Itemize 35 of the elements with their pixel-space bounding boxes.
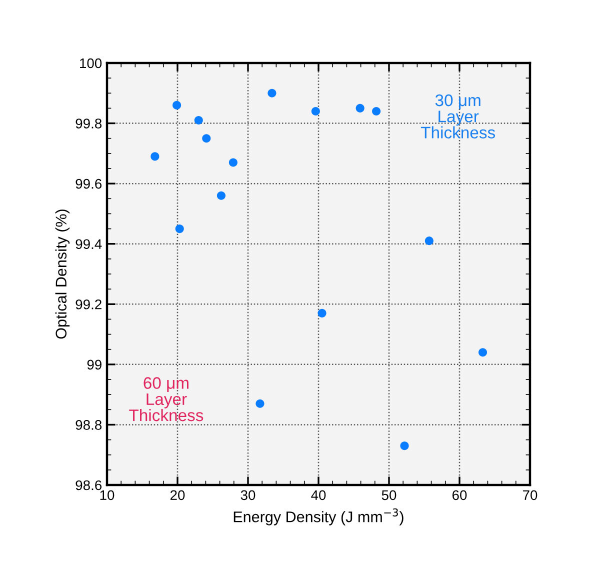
y-tick-label: 98.6 bbox=[76, 480, 102, 490]
point bbox=[356, 104, 364, 112]
y-axis-title: Optical Density (%) bbox=[55, 210, 70, 339]
x-tick-label: 60 bbox=[452, 490, 467, 500]
point bbox=[478, 348, 488, 357]
x-tick-label: 30 bbox=[240, 490, 256, 500]
x-tick-label: 10 bbox=[100, 490, 114, 500]
point bbox=[202, 134, 211, 143]
annotation: 60 μm Layer Thickness bbox=[129, 377, 204, 422]
x-tick-label: 40 bbox=[311, 490, 326, 500]
point bbox=[256, 399, 264, 408]
x-axis-title: Energy Density (J mm$^{−3}$) bbox=[234, 508, 404, 526]
point bbox=[372, 106, 381, 116]
point bbox=[150, 152, 160, 161]
x-tick-label: 70 bbox=[522, 490, 538, 500]
y-tick-label: 100 bbox=[80, 58, 102, 68]
point bbox=[268, 88, 276, 98]
y-tick-label: 98.8 bbox=[76, 420, 102, 430]
y-tick-label: 99.8 bbox=[76, 118, 102, 128]
point bbox=[318, 308, 326, 318]
annotation: 30 μm Layer Thickness bbox=[420, 94, 495, 138]
point bbox=[216, 191, 226, 200]
x-tick-label: 50 bbox=[382, 490, 396, 500]
point bbox=[311, 106, 320, 116]
y-tick-label: 99 bbox=[87, 360, 102, 370]
point bbox=[228, 158, 238, 167]
point bbox=[172, 100, 182, 110]
point bbox=[194, 116, 203, 125]
y-tick-label: 99.6 bbox=[76, 178, 102, 189]
x-tick-label: 20 bbox=[170, 490, 185, 500]
y-tick-label: 99.2 bbox=[76, 299, 102, 310]
point bbox=[175, 224, 184, 234]
point bbox=[400, 442, 409, 450]
point bbox=[424, 236, 434, 246]
y-tick-label: 99.4 bbox=[76, 239, 102, 250]
